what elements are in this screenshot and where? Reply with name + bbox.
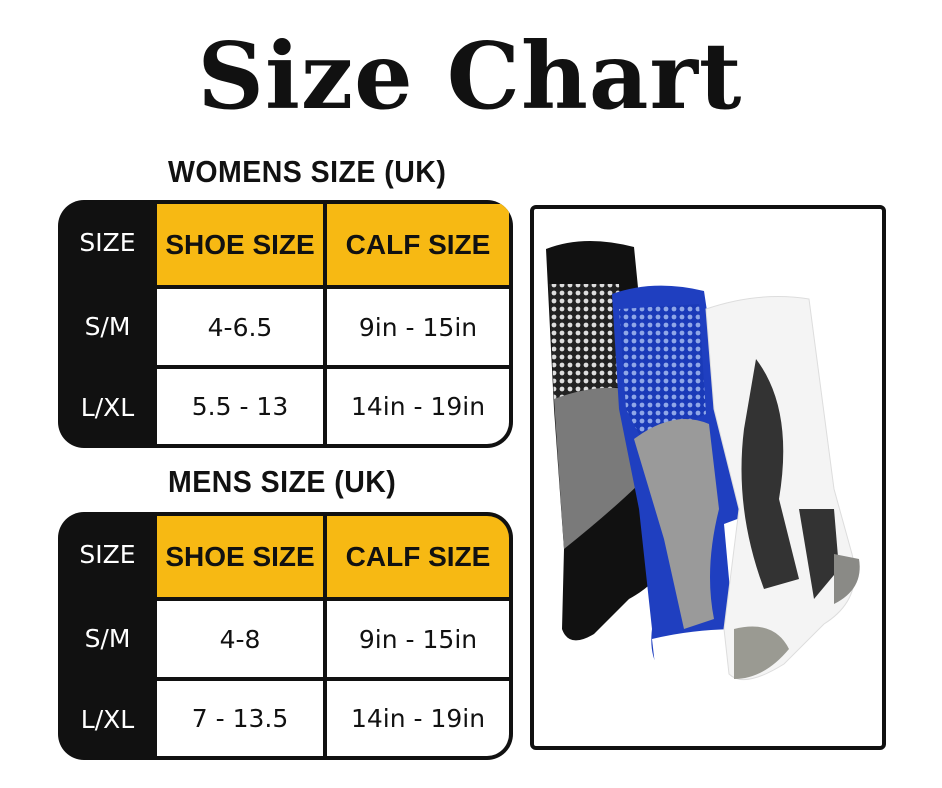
row-label-lxl: L/XL: [80, 393, 135, 422]
shoe-size-sm: 4-6.5: [157, 289, 323, 365]
white-sock: [705, 296, 860, 681]
compression-socks-image: [546, 240, 860, 681]
mens-size-heading: MENS SIZE (UK): [168, 464, 397, 499]
col-header-calf-size: CALF SIZE: [327, 516, 509, 597]
product-image-frame: [530, 205, 886, 750]
calf-size-lxl: 14in - 19in: [327, 369, 509, 444]
row-label-sm: S/M: [84, 311, 131, 341]
womens-size-table: SIZE SHOE SIZE CALF SIZE S/M 4-6.5 9in -…: [58, 200, 513, 448]
calf-size-sm: 9in - 15in: [327, 601, 509, 677]
col-header-calf-size: CALF SIZE: [327, 204, 509, 285]
calf-size-lxl: 14in - 19in: [327, 681, 509, 756]
shoe-size-lxl: 7 - 13.5: [157, 681, 323, 756]
calf-size-sm: 9in - 15in: [327, 289, 509, 365]
mens-size-table: SIZE SHOE SIZE CALF SIZE S/M 4-8 9in - 1…: [58, 512, 513, 760]
col-header-shoe-size: SHOE SIZE: [157, 204, 323, 285]
row-label-sm: S/M: [84, 623, 131, 653]
womens-size-heading: WOMENS SIZE (UK): [168, 154, 447, 189]
page-title: Size Chart: [197, 22, 743, 130]
row-label-lxl: L/XL: [80, 705, 135, 734]
shoe-size-lxl: 5.5 - 13: [157, 369, 323, 444]
col-header-size: SIZE: [79, 540, 136, 569]
col-header-shoe-size: SHOE SIZE: [157, 516, 323, 597]
col-header-size: SIZE: [79, 228, 136, 257]
shoe-size-sm: 4-8: [157, 601, 323, 677]
